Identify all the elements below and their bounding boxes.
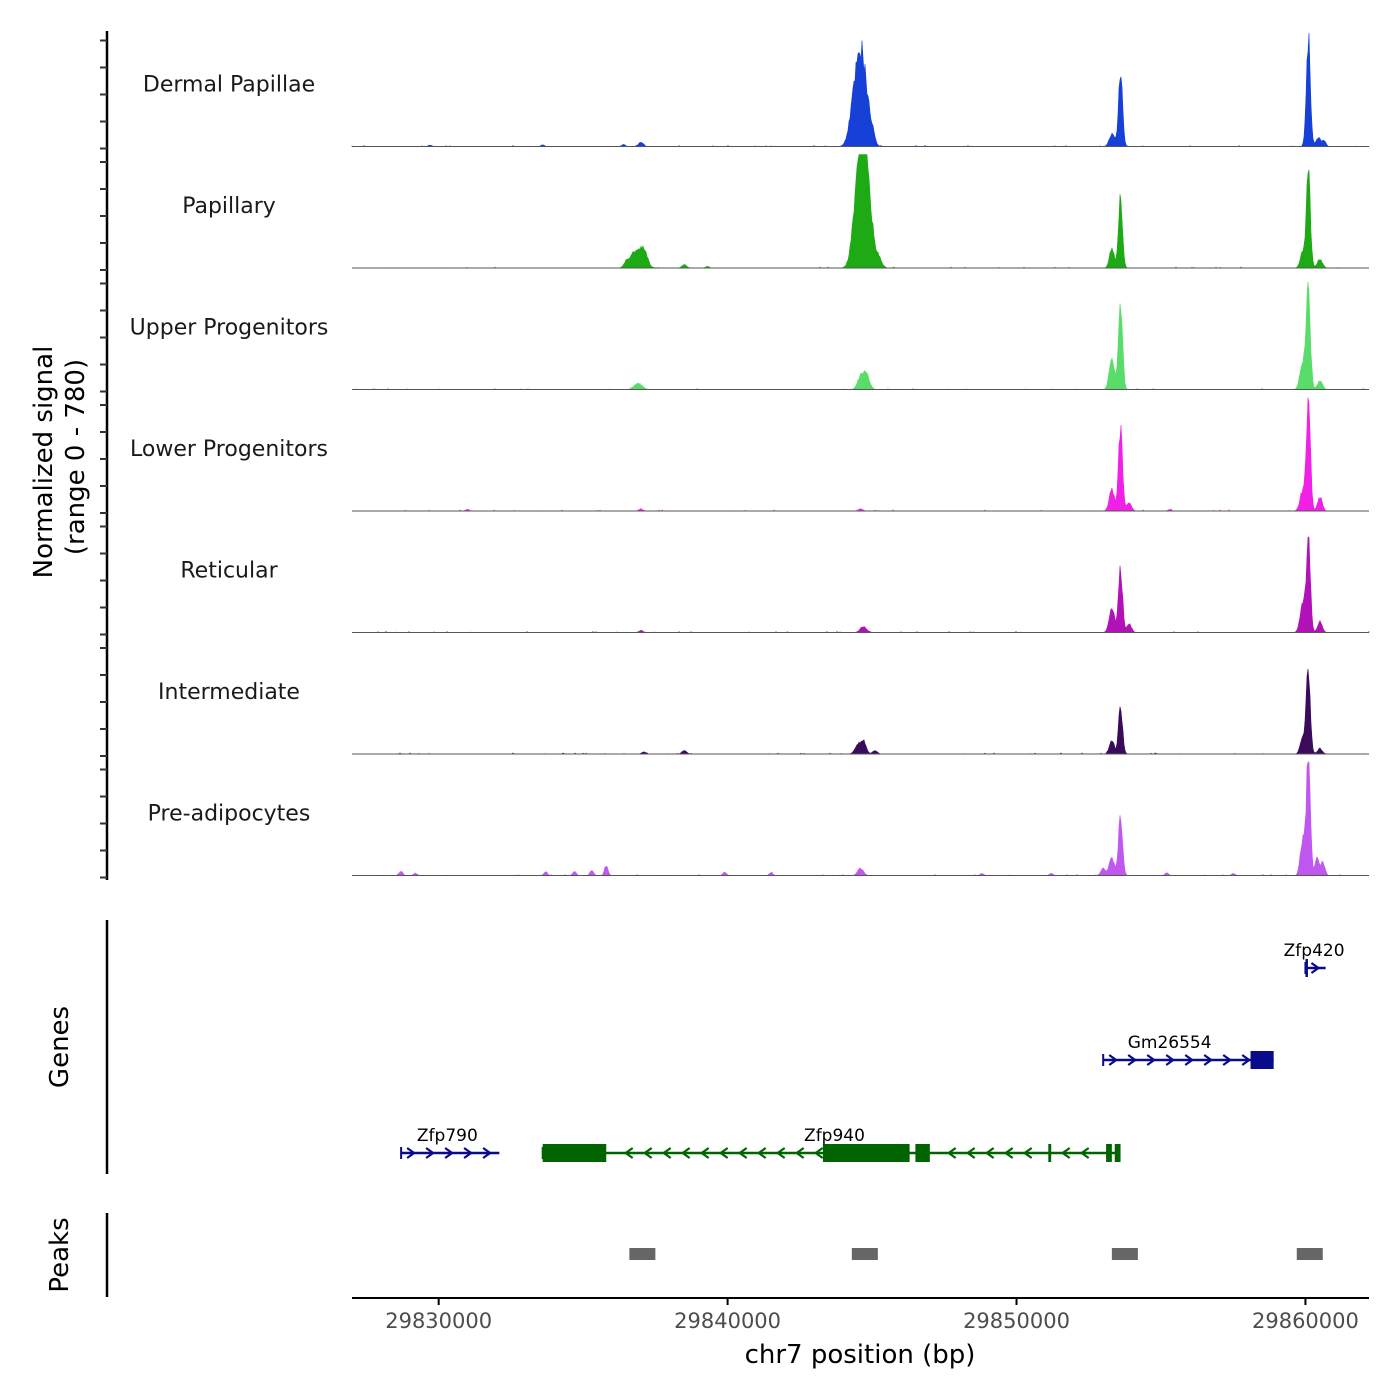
strand-chevron (482, 1147, 493, 1159)
strand-chevron (1310, 962, 1321, 974)
gene-label: Zfp790 (417, 1126, 478, 1146)
gene-exon (1250, 1051, 1274, 1069)
coverage-tracks: Dermal Papillae Papillary Upper Progenitor… (100, 31, 1370, 880)
strand-chevron (699, 1147, 710, 1159)
gene-exon (1106, 1144, 1112, 1162)
x-tick-label: 29860000 (1252, 1309, 1359, 1333)
strand-chevron (718, 1147, 729, 1159)
track-upper-progenitors: Upper Progenitors (100, 281, 1369, 393)
track-label: Dermal Papillae (143, 73, 315, 98)
strand-chevron (946, 1147, 957, 1159)
track-label: Upper Progenitors (130, 316, 329, 341)
peak-regions (629, 1248, 1323, 1260)
strand-chevron (1003, 1147, 1014, 1159)
gene-exon (1305, 959, 1308, 977)
strand-chevron (1022, 1147, 1033, 1159)
coverage-area (352, 668, 1369, 755)
track-papillary: Papillary (100, 154, 1369, 271)
strand-chevron (1222, 1054, 1233, 1066)
track-label: Papillary (182, 194, 276, 219)
track-intermediate: Intermediate (100, 647, 1369, 757)
peak-region (1111, 1248, 1138, 1260)
strand-chevron (965, 1147, 976, 1159)
gene-annotations: Zfp420 Gm26554 Zfp790 Zfp940 (400, 941, 1345, 1162)
gene-zfp790: Zfp790 (400, 1126, 500, 1159)
coverage-area (352, 154, 1369, 269)
gene-zfp940: Zfp940 (541, 1126, 1121, 1162)
strand-chevron (1184, 1054, 1195, 1066)
gene-exon (1114, 1144, 1121, 1162)
track-label: Pre-adipocytes (148, 802, 311, 827)
strand-chevron (1127, 1054, 1138, 1066)
strand-chevron (813, 1147, 824, 1159)
strand-chevron (756, 1147, 767, 1159)
strand-chevron (1203, 1054, 1214, 1066)
strand-chevron (661, 1147, 672, 1159)
strand-chevron (1079, 1147, 1090, 1159)
peaks-axis-title: Peaks (45, 1217, 75, 1292)
strand-chevron (1241, 1054, 1252, 1066)
strand-chevron (794, 1147, 805, 1159)
strand-chevron (737, 1147, 748, 1159)
gene-exon (915, 1144, 930, 1162)
gene-exon (822, 1144, 910, 1162)
track-lower-progenitors: Lower Progenitors (100, 397, 1369, 514)
gene-gm26554: Gm26554 (1102, 1033, 1274, 1069)
strand-chevron (1146, 1054, 1157, 1066)
x-tick-label: 29840000 (674, 1309, 781, 1333)
gene-exon (1048, 1144, 1052, 1162)
x-axis-ticks: 29830000 29840000 29850000 29860000 (385, 1298, 1359, 1333)
x-tick-label: 29830000 (385, 1309, 492, 1333)
peak-region (629, 1248, 656, 1260)
coverage-area (352, 536, 1370, 633)
x-axis-title: chr7 position (bp) (745, 1340, 976, 1370)
gene-label: Gm26554 (1128, 1033, 1212, 1053)
strand-chevron (680, 1147, 691, 1159)
strand-chevron (623, 1147, 634, 1159)
gene-exon (542, 1144, 607, 1162)
coverage-area (352, 761, 1369, 876)
genes-axis-title: Genes (45, 1006, 75, 1088)
strand-chevron (425, 1147, 436, 1159)
coverage-area (352, 281, 1369, 390)
track-label: Reticular (180, 559, 278, 584)
peak-region (1296, 1248, 1323, 1260)
coverage-area (352, 397, 1369, 512)
strand-chevron (1165, 1054, 1176, 1066)
strand-chevron (984, 1147, 995, 1159)
strand-chevron (642, 1147, 653, 1159)
strand-chevron (406, 1147, 417, 1159)
track-reticular: Reticular (100, 525, 1370, 636)
strand-chevron (1060, 1147, 1071, 1159)
track-label: Intermediate (158, 680, 300, 705)
peak-region (851, 1248, 878, 1260)
track-pre-adipocytes: Pre-adipocytes (100, 761, 1369, 879)
strand-chevron (463, 1147, 474, 1159)
strand-chevron (444, 1147, 455, 1159)
strand-chevron (775, 1147, 786, 1159)
gene-label: Zfp420 (1284, 941, 1345, 961)
x-tick-label: 29850000 (963, 1309, 1070, 1333)
strand-chevron (1108, 1054, 1119, 1066)
track-label: Lower Progenitors (130, 437, 328, 462)
gene-zfp420: Zfp420 (1284, 941, 1345, 977)
gene-label: Zfp940 (804, 1126, 865, 1146)
y-axis-title-line2: (range 0 - 780) (61, 359, 91, 555)
track-dermal-papillae: Dermal Papillae (100, 33, 1370, 150)
y-axis-title-line1: Normalized signal (29, 346, 59, 579)
coverage-area (351, 33, 1370, 147)
